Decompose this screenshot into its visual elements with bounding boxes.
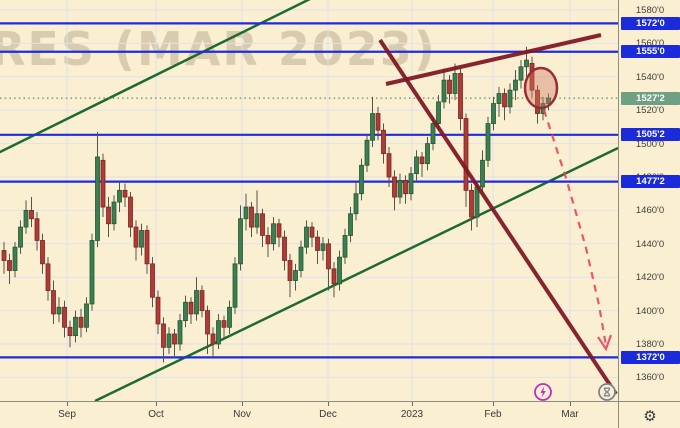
price-tick-label: 1440'0 [635,238,665,250]
month-label: Dec [319,409,337,420]
support-resistance-lines[interactable] [0,22,618,359]
countdown-button[interactable] [598,383,616,401]
candlestick-chart[interactable] [0,0,680,401]
price-tick-label: 1400'0 [635,305,665,317]
time-tick [493,402,494,406]
month-label: Oct [148,409,164,420]
time-tick [412,402,413,406]
month-label: Nov [233,409,251,420]
hourglass-icon [603,387,611,397]
price-tick-label: 1380'0 [635,339,665,350]
gear-icon[interactable]: ⚙ [643,406,657,425]
time-tick [67,402,68,406]
price-tick-label: 1420'0 [635,272,665,284]
lightning-icon [540,386,546,398]
price-level-badge: 1372'0 [621,350,680,364]
price-tick-label: 1360'0 [635,372,665,384]
month-label: 2023 [400,409,424,420]
highlight-circle[interactable] [523,66,559,110]
price-tick-label: 1500'0 [635,138,665,150]
month-label: Mar [561,409,579,420]
price-level-badge: 1555'0 [621,45,680,59]
price-tick-label: 1540'0 [635,71,665,83]
candles [1,46,551,363]
price-level-badge: 1477'2 [621,175,680,189]
price-tick-label: 1560'0 [635,38,665,50]
trendlines[interactable] [378,33,618,396]
last-price-badge: 1527'2 [621,91,680,105]
month-label: Feb [484,409,502,420]
projection-arrow[interactable] [542,109,613,352]
time-tick [570,402,571,406]
price-level-badge: 1505'2 [621,128,680,142]
price-axis[interactable]: 1580'01560'01540'01520'01500'01480'01460… [618,0,680,401]
month-label: Sep [58,409,76,420]
flash-order-button[interactable] [534,383,552,401]
time-axis[interactable]: Sep Oct Nov Dec 2023 Feb Mar [0,401,618,428]
axis-settings-corner: ⚙ [618,401,680,428]
time-tick [242,402,243,406]
time-tick [328,402,329,406]
price-tick-label: 1460'0 [635,205,665,217]
price-tick-label: 1520'0 [635,105,665,117]
time-tick [156,402,157,406]
price-tick-label: 1580'0 [635,5,665,16]
price-level-badge: 1572'0 [621,16,680,30]
